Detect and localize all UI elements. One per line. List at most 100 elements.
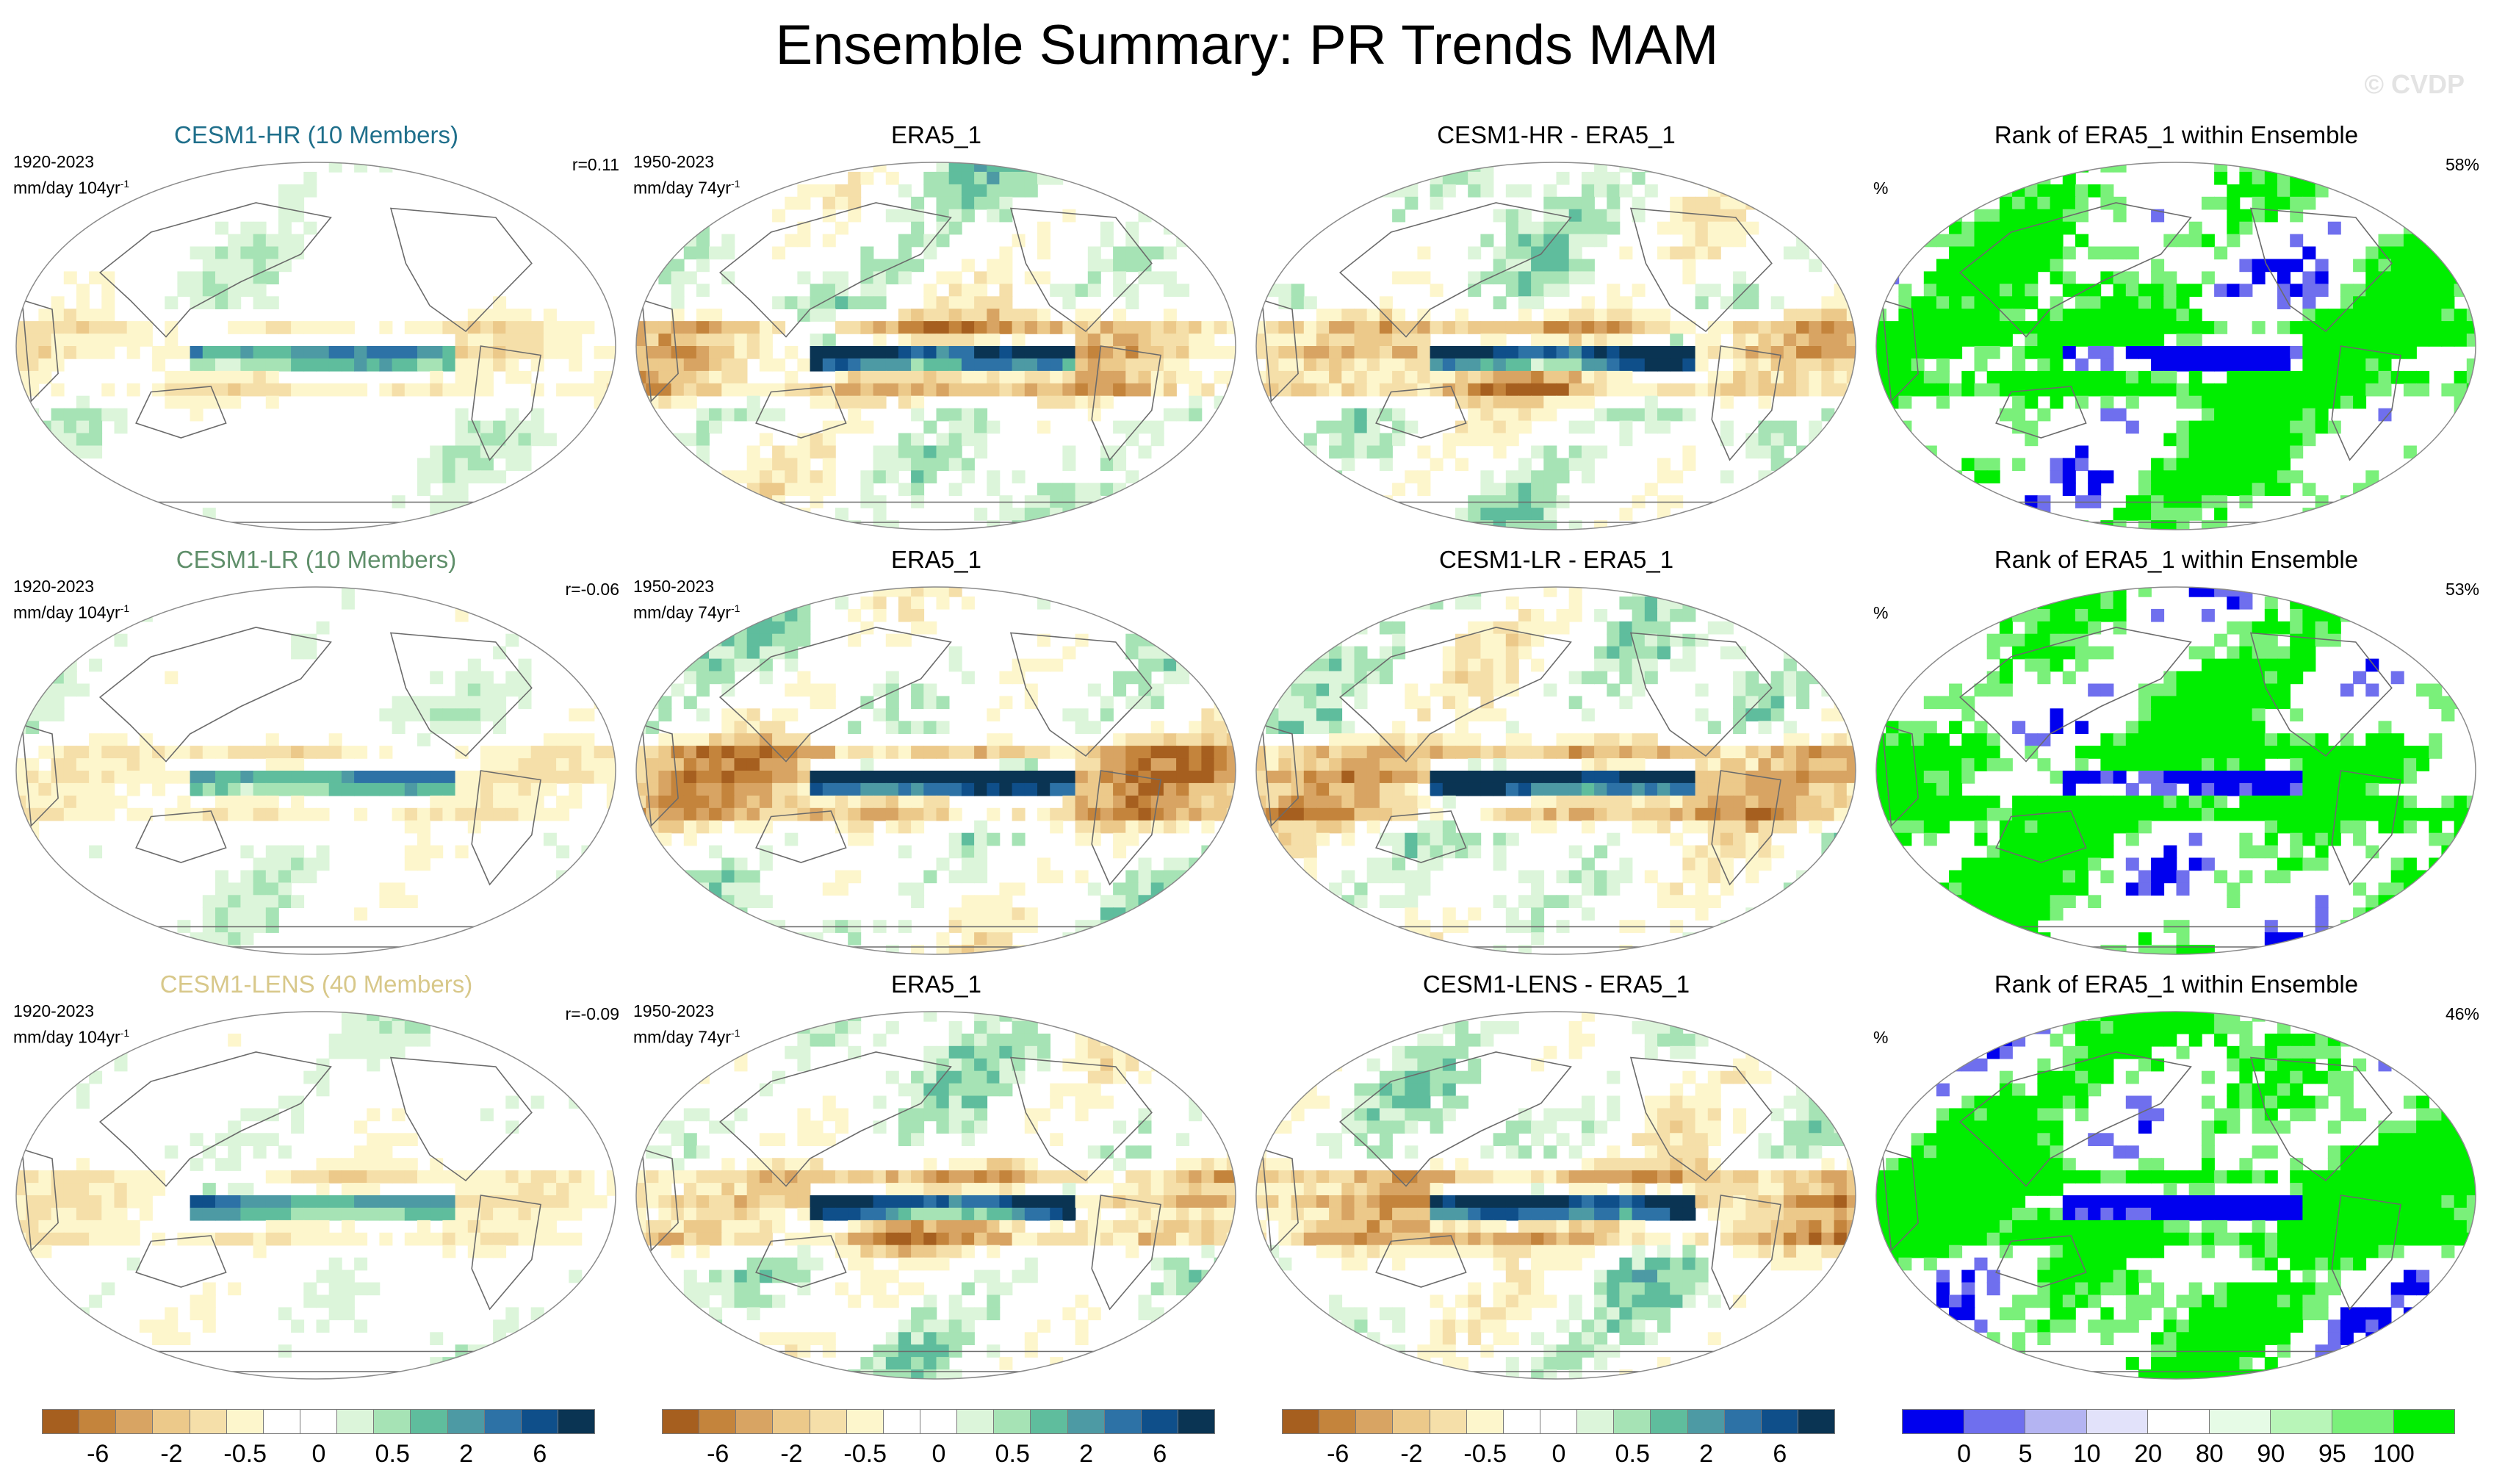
colorbar-tick-label: 80 (2195, 1440, 2224, 1468)
coastline (1881, 1148, 1919, 1252)
colorbar-swatch (846, 1409, 884, 1434)
coastline (471, 345, 541, 461)
colorbar-swatches (1282, 1409, 1836, 1434)
coastline (718, 202, 952, 338)
colorbar-swatch (1429, 1409, 1467, 1434)
colorbar-tick-label: 2 (459, 1440, 473, 1468)
world-map (1255, 586, 1856, 955)
coastline (1091, 770, 1161, 886)
coastline (1711, 770, 1781, 886)
world-map (635, 586, 1236, 955)
colorbar-tick-label: 0 (931, 1440, 946, 1468)
coastline (1375, 1235, 1467, 1288)
world-map (1875, 1011, 2476, 1380)
colorbar-tick-label: 6 (533, 1440, 547, 1468)
world-map (15, 1011, 616, 1380)
colorbar-swatch (1355, 1409, 1394, 1434)
colorbar-swatch (1613, 1409, 1651, 1434)
colorbar-swatches (1902, 1409, 2456, 1434)
colorbar-tick-label: -2 (160, 1440, 183, 1468)
coastline (755, 386, 847, 439)
colorbar-swatch (373, 1409, 411, 1434)
period-label: 1920-2023 (13, 1001, 94, 1020)
coastline (641, 724, 679, 827)
figure-title: Ensemble Summary: PR Trends MAM (775, 14, 1719, 76)
coastline (389, 207, 533, 333)
panel-title: Rank of ERA5_1 within Ensemble (1994, 546, 2359, 573)
world-map (635, 162, 1236, 530)
coastline (21, 1148, 59, 1252)
units-exponent: -1 (120, 1027, 130, 1039)
map-frame (1875, 162, 2476, 530)
colorbar-swatch (882, 1409, 920, 1434)
colorbar-tick-label: 2 (1699, 1440, 1713, 1468)
coastline (21, 299, 59, 403)
colorbar-swatch (919, 1409, 958, 1434)
map-frame (635, 162, 1236, 530)
panel-title: CESM1-HR (10 Members) (174, 121, 458, 148)
colorbar-swatch (1103, 1409, 1142, 1434)
colorbar-trend-2: -6 -2 -0.5 0 0.5 2 6 (662, 1409, 1216, 1475)
colorbar-swatch (1319, 1409, 1357, 1434)
rank-percent: 53% (2445, 580, 2479, 599)
colorbar-tick-label: -6 (87, 1440, 109, 1468)
coastline (1629, 207, 1773, 333)
colorbar-swatch (1466, 1409, 1504, 1434)
map-frame (635, 586, 1236, 955)
colorbar-tick-label: 6 (1153, 1440, 1167, 1468)
units-exponent: -1 (120, 178, 130, 190)
colorbar-tick-label: -0.5 (1463, 1440, 1507, 1468)
colorbar-swatch (1067, 1409, 1105, 1434)
colorbar-swatch (1650, 1409, 1688, 1434)
colorbar-swatch (2208, 1409, 2271, 1434)
coastline (1958, 202, 2192, 338)
coastline (1261, 1148, 1299, 1252)
coastline (98, 627, 332, 763)
coastline (1881, 724, 1919, 827)
map-frame (15, 586, 616, 955)
colorbar-swatch (2331, 1409, 2394, 1434)
colorbar-swatch (189, 1409, 227, 1434)
coastline (2331, 1195, 2401, 1311)
colorbar-swatch (483, 1409, 522, 1434)
units-label: mm/day 104yr (13, 1027, 120, 1047)
colorbar-swatch (1760, 1409, 1798, 1434)
colorbar-swatch (557, 1409, 596, 1434)
colorbar-swatch (79, 1409, 117, 1434)
colorbar-tick-label: -0.5 (223, 1440, 267, 1468)
coastline (1338, 202, 1572, 338)
panel-title: Rank of ERA5_1 within Ensemble (1994, 970, 2359, 998)
colorbar-swatch (262, 1409, 300, 1434)
coastline (641, 299, 679, 403)
period-label: 1920-2023 (13, 152, 94, 171)
colorbar-swatch (1392, 1409, 1430, 1434)
colorbar-swatch (1576, 1409, 1615, 1434)
coastline (135, 810, 227, 863)
coastline (718, 1051, 952, 1187)
colorbar-tick-label: 20 (2134, 1440, 2163, 1468)
coastline (1091, 1195, 1161, 1311)
coastline (1881, 299, 1919, 403)
panel-difference-row1: CESM1-HR - ERA5_1 (1253, 121, 1859, 533)
coastline (1261, 724, 1299, 827)
units-label: mm/day 74yr (633, 178, 731, 198)
units-exponent: -1 (730, 1027, 740, 1039)
colorbar-swatch (1902, 1409, 1964, 1434)
field-layer (636, 162, 1236, 530)
panel-meta: 1920-2023 mm/day 104yr-1 (13, 575, 129, 624)
world-map (15, 586, 616, 955)
panel-title: CESM1-HR - ERA5_1 (1437, 121, 1676, 148)
colorbar-tick-label: 5 (2018, 1440, 2033, 1468)
coastline (2249, 632, 2393, 757)
field-layer (1256, 587, 1856, 954)
coastline (1995, 386, 2087, 439)
colorbar-swatch (410, 1409, 448, 1434)
panel-title: CESM1-LR (10 Members) (176, 546, 457, 573)
coastline (1375, 810, 1467, 863)
coastline (389, 1056, 533, 1182)
colorbar-trend-3: -6 -2 -0.5 0 0.5 2 6 (1282, 1409, 1836, 1475)
colorbar-tick-label: -6 (1327, 1440, 1349, 1468)
units-exponent: -1 (730, 602, 740, 614)
coastline (641, 1148, 679, 1252)
colorbar-swatch (1723, 1409, 1762, 1434)
